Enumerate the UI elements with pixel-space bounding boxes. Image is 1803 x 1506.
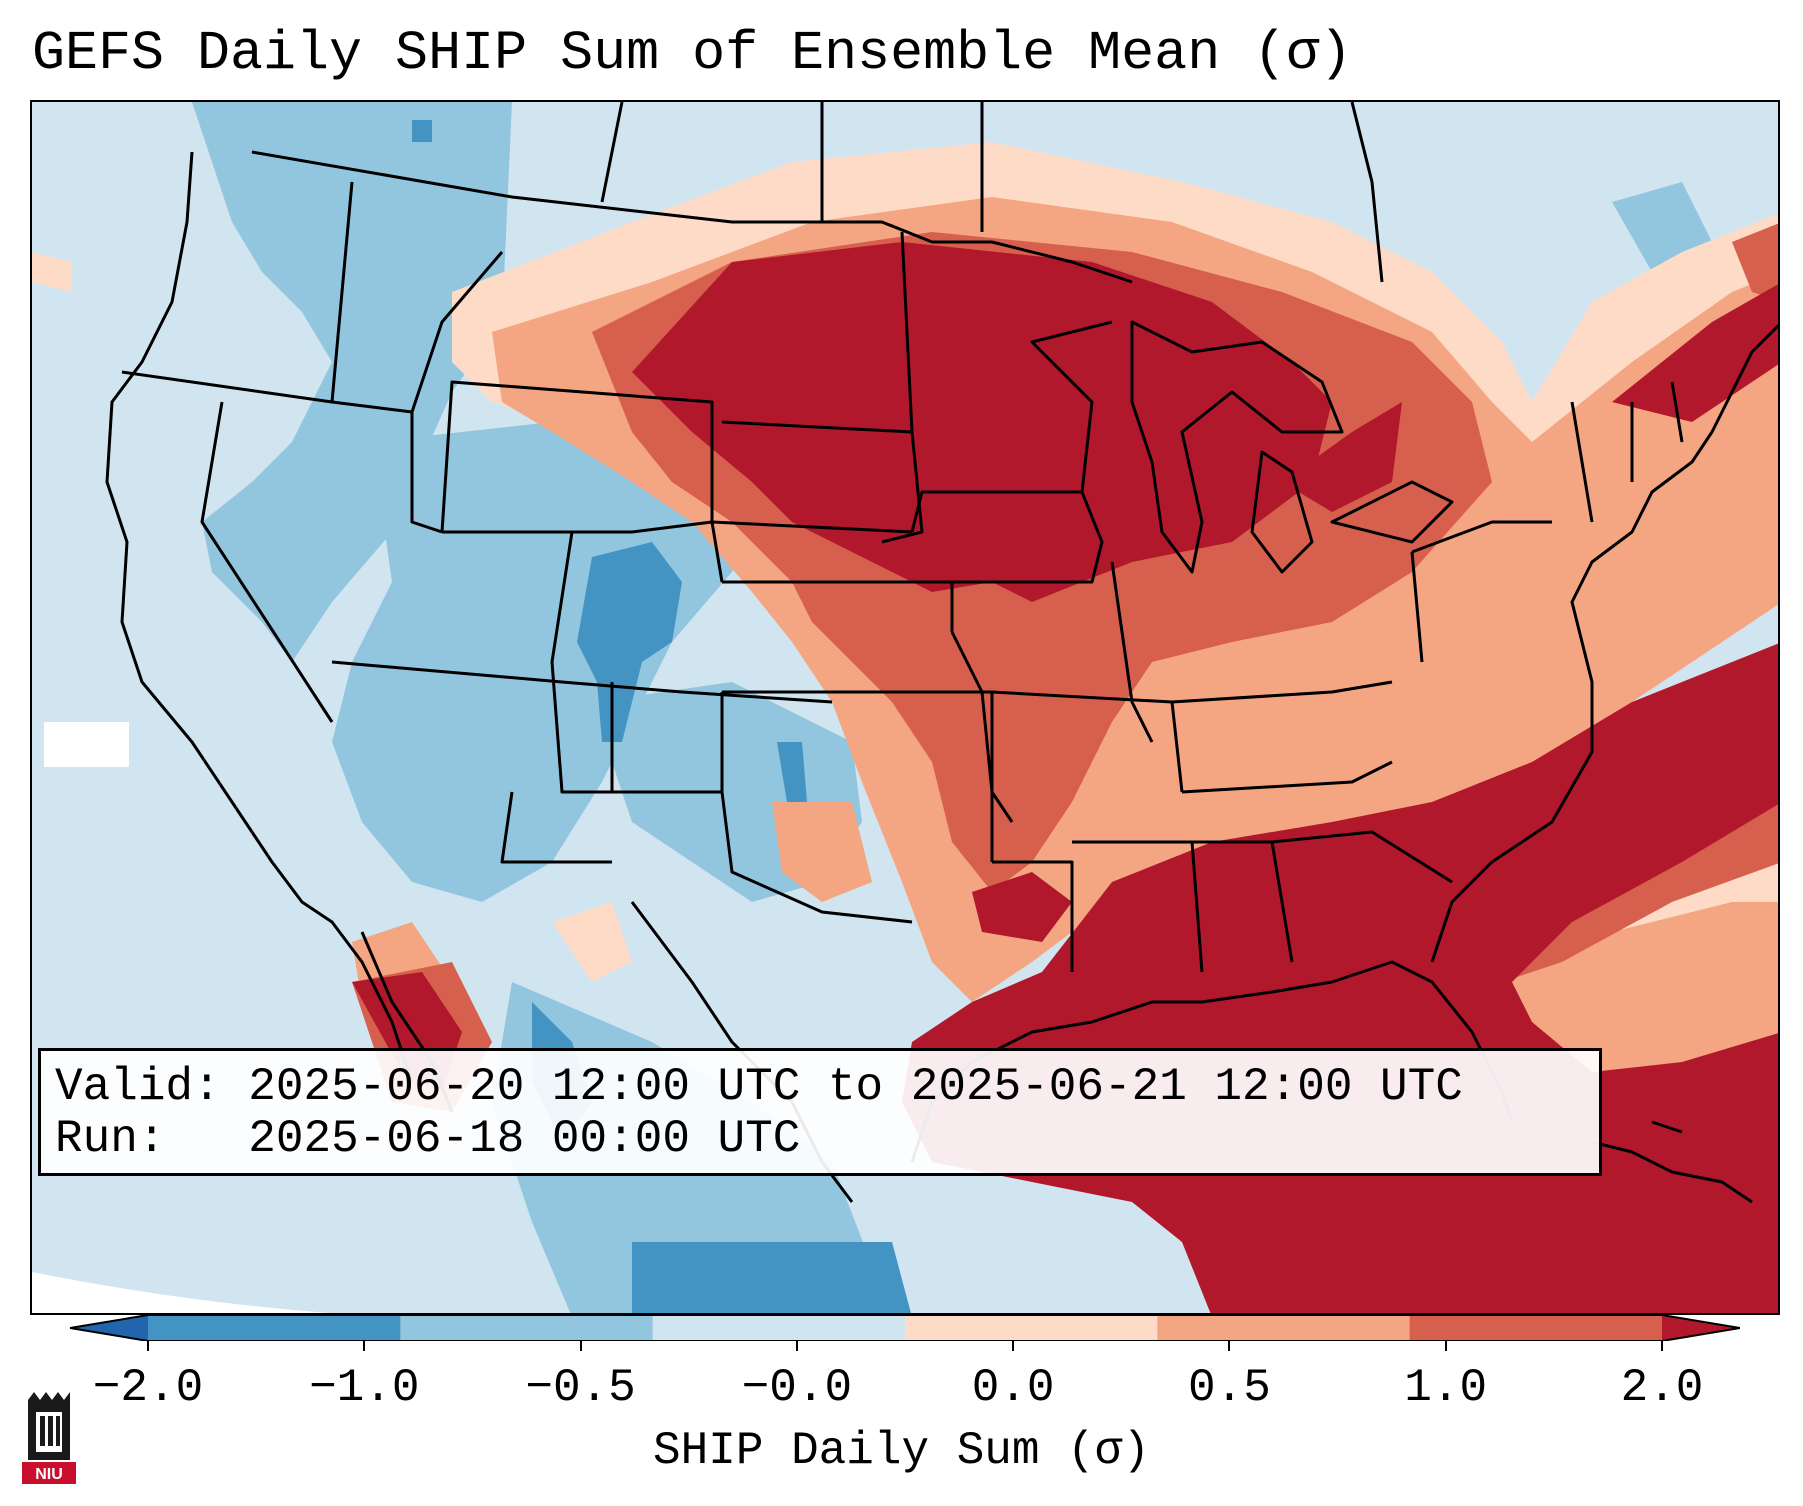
boundaries: [105, 102, 1778, 1204]
colorbar-tick-label: 2.0: [1620, 1362, 1704, 1414]
colorbar: [70, 1315, 1740, 1341]
colorbar-tick-mark: [579, 1341, 582, 1351]
colorbar-segment: [400, 1315, 654, 1341]
colorbar-tick-mark: [363, 1341, 366, 1351]
colorbar-segments: [148, 1315, 1663, 1341]
valid-label: Valid:: [55, 1061, 221, 1113]
colorbar-extend-low: [70, 1315, 148, 1341]
colorbar-segment: [1157, 1315, 1411, 1341]
niu-logo: NIU: [22, 1392, 76, 1484]
run-info-box: Valid: 2025-06-20 12:00 UTC to 2025-06-2…: [38, 1048, 1602, 1176]
run-value: 2025-06-18 00:00 UTC: [248, 1113, 801, 1165]
colorbar-tick-mark: [1444, 1341, 1447, 1351]
colorbar-tick-label: −1.0: [309, 1362, 420, 1414]
colorbar-label: SHIP Daily Sum (σ): [653, 1425, 1150, 1477]
colorbar-tick-label: −0.5: [525, 1362, 636, 1414]
colorbar-tick-mark: [795, 1341, 798, 1351]
colorbar-extend-high: [1662, 1315, 1740, 1341]
colorbar-tick-mark: [147, 1341, 149, 1351]
run-row: Run: 2025-06-18 00:00 UTC: [55, 1113, 1599, 1165]
map-title: GEFS Daily SHIP Sum of Ensemble Mean (σ): [32, 22, 1353, 85]
valid-value: 2025-06-20 12:00 UTC to 2025-06-21 12:00…: [248, 1061, 1463, 1113]
colorbar-tick-mark: [1661, 1341, 1663, 1351]
colorbar-segment: [905, 1315, 1158, 1341]
valid-row: Valid: 2025-06-20 12:00 UTC to 2025-06-2…: [55, 1061, 1599, 1113]
colorbar-tick-mark: [1012, 1341, 1015, 1351]
colorbar-tick-label: −0.0: [741, 1362, 853, 1414]
projection-edge-area: [32, 1272, 330, 1313]
run-label: Run:: [55, 1113, 166, 1165]
colorbar-segment: [1409, 1315, 1663, 1341]
colorbar-segment: [148, 1315, 401, 1341]
colorbar-tick-label: −2.0: [92, 1362, 204, 1414]
colorbar-tick-mark: [1228, 1341, 1231, 1351]
colorbar-segment: [652, 1315, 906, 1341]
colorbar-tick-label: 0.5: [1188, 1362, 1271, 1414]
colorbar-tick-label: 0.0: [971, 1362, 1055, 1414]
colorbar-tick-label: 1.0: [1404, 1362, 1488, 1414]
logo-text: NIU: [35, 1466, 63, 1483]
